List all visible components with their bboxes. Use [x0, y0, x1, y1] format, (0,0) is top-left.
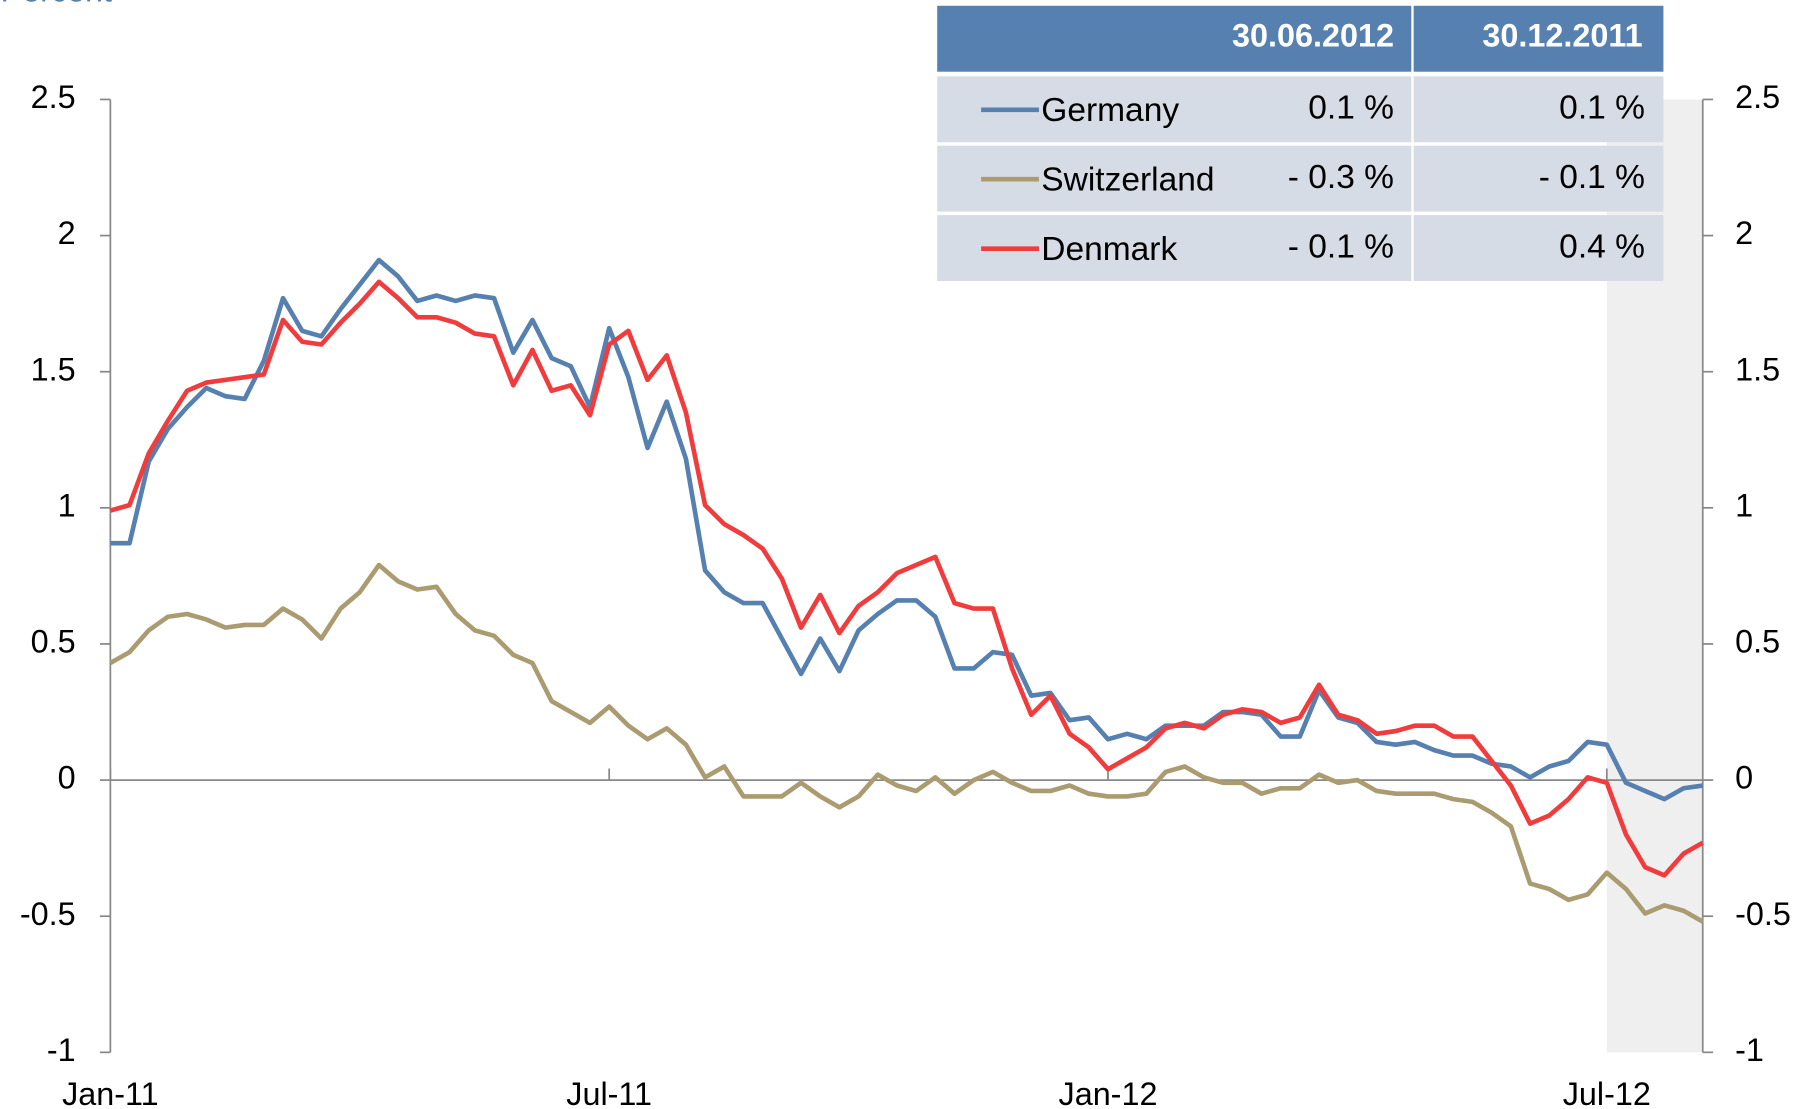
x-tick-label: Jul-12 [1563, 1076, 1651, 1109]
legend-label: Germany [1041, 92, 1179, 129]
line-series [109, 279, 1704, 878]
table-row [1413, 215, 1664, 282]
table-cell: - 0.1 % [1288, 228, 1394, 265]
y2-tick-label: -0.5 [1735, 896, 1791, 932]
y-tick-label: 2 [58, 215, 76, 251]
y2-tick-label: 1.5 [1735, 351, 1780, 387]
y-tick-label: 1 [58, 487, 76, 523]
table-header-text: 30.06.2012 [1232, 18, 1394, 54]
y2-tick-label: 1 [1735, 487, 1753, 523]
x-tick-label: Jan-11 [62, 1076, 159, 1109]
table-header [1413, 5, 1664, 72]
x-tick-label: Jan-12 [1059, 1076, 1158, 1109]
y-tick-label: 1.5 [31, 351, 76, 387]
table-row [1413, 76, 1664, 143]
y-tick-label: 0.5 [31, 624, 76, 660]
y2-tick-label: -1 [1735, 1032, 1764, 1068]
y2-tick-label: 0.5 [1735, 624, 1780, 660]
line-series [110, 257, 1704, 802]
x-tick-label: Jul-11 [566, 1076, 652, 1109]
y2-tick-label: 2 [1735, 215, 1753, 251]
y2-tick-label: 2.5 [1735, 79, 1780, 115]
table-cell: 0.4 % [1559, 228, 1645, 265]
y-axis-label: Percent [0, 0, 112, 9]
table-header [937, 5, 1412, 72]
y-tick-label: 2.5 [31, 79, 76, 115]
table-cell: 0.1 % [1308, 90, 1394, 127]
legend-label: Denmark [1041, 231, 1177, 268]
legend-label: Switzerland [1041, 161, 1214, 198]
y-tick-label: -0.5 [20, 896, 76, 932]
y2-tick-label: 0 [1735, 760, 1753, 796]
table-cell: 0.1 % [1559, 90, 1645, 127]
line-series [109, 562, 1704, 924]
table-cell: - 0.1 % [1539, 159, 1645, 196]
table-cell: - 0.3 % [1288, 159, 1394, 196]
y-tick-label: -1 [47, 1032, 76, 1068]
table-header-text: 30.12.2011 [1482, 18, 1642, 54]
y-tick-label: 0 [58, 760, 76, 796]
table-row [1413, 145, 1664, 212]
